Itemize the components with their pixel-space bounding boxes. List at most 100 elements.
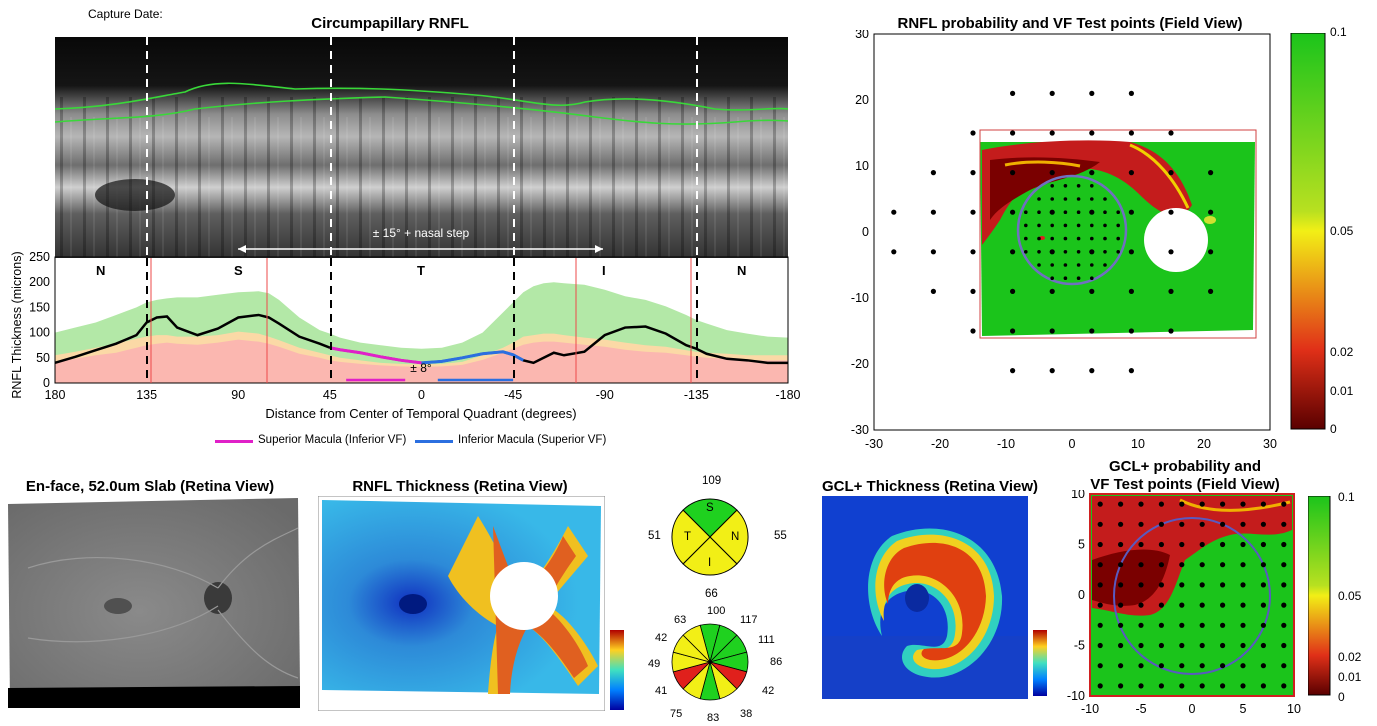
clock-value-8: 41 bbox=[655, 685, 668, 697]
gcl-vf-test-point bbox=[1260, 541, 1266, 548]
vf-test-point bbox=[1010, 249, 1016, 255]
rnfl-cbar-tick-5: 0 bbox=[1330, 422, 1337, 436]
gcl-vf-test-point bbox=[1260, 582, 1266, 588]
vf-test-point bbox=[970, 249, 976, 255]
gcl-vf-test-point bbox=[1138, 582, 1144, 588]
vf-test-point-central bbox=[1050, 276, 1054, 280]
vf-test-point-central bbox=[1037, 236, 1041, 241]
profile-x-tick: 0 bbox=[418, 388, 425, 402]
gcl-thickness-map bbox=[822, 496, 1028, 699]
clock-value-6: 83 bbox=[707, 712, 720, 724]
vf-test-point-central bbox=[1037, 197, 1041, 201]
gcl-vf-test-point bbox=[1118, 663, 1124, 669]
gcl-vf-test-point bbox=[1260, 663, 1266, 669]
rnfl-vf-plot: -30 -20 -10 0 10 20 30 30 20 10 0 -10 -20 -30 bbox=[851, 30, 1277, 451]
vf-test-point-central bbox=[1116, 250, 1120, 254]
vf-test-point-central bbox=[1076, 236, 1081, 241]
rnfl-vf-y-tick: -10 bbox=[851, 291, 869, 305]
gcl-vf-title-line2: VF Test points (Field View) bbox=[1090, 476, 1280, 493]
vf-test-point-central bbox=[1063, 210, 1068, 214]
vf-test-point-central bbox=[1076, 250, 1081, 254]
gcl-cbar-tick-5: 0 bbox=[1338, 690, 1345, 704]
gcl-vf-test-point bbox=[1240, 622, 1246, 628]
gcl-cbar-tick-1: 0.1 bbox=[1338, 490, 1355, 504]
vf-test-point bbox=[930, 170, 936, 176]
vf-test-point-central bbox=[1050, 210, 1054, 214]
oct-bscan-image bbox=[55, 37, 788, 258]
profile-x-tick: 180 bbox=[45, 388, 66, 402]
gcl-vf-test-point bbox=[1281, 562, 1287, 568]
gcl-vf-test-point bbox=[1199, 562, 1205, 568]
gcl-vf-test-point bbox=[1118, 582, 1124, 588]
gcl-vf-test-point bbox=[1220, 602, 1226, 608]
vf-test-point bbox=[970, 328, 976, 334]
gcl-vf-test-point bbox=[1199, 521, 1205, 527]
gcl-vf-test-point bbox=[1097, 683, 1103, 689]
vf-test-point-central bbox=[1090, 236, 1094, 241]
range-annotation: ± 15° + nasal step bbox=[372, 226, 470, 240]
gcl-vf-test-point bbox=[1179, 602, 1185, 608]
gcl-vf-test-point bbox=[1158, 642, 1164, 649]
vf-test-point-central bbox=[1103, 236, 1107, 241]
gcl-vf-y-tick: 10 bbox=[1071, 490, 1085, 501]
profile-x-tick: -45 bbox=[504, 388, 522, 402]
gcl-vf-plot: -10 -5 0 5 10 10 5 0 -5 -10 bbox=[1067, 490, 1301, 716]
gcl-vf-test-point bbox=[1199, 642, 1205, 649]
gcl-cbar-tick-2: 0.05 bbox=[1338, 589, 1362, 603]
gcl-vf-test-point bbox=[1138, 541, 1144, 548]
gcl-vf-test-point bbox=[1240, 642, 1246, 649]
gcl-vf-test-point bbox=[1199, 582, 1205, 588]
gcl-vf-test-point bbox=[1260, 622, 1266, 628]
vf-test-point bbox=[1128, 328, 1134, 334]
vf-test-point-central bbox=[1076, 184, 1081, 188]
gcl-cbar-tick-4: 0.01 bbox=[1338, 670, 1362, 684]
vf-test-point bbox=[1049, 368, 1055, 374]
rnfl-vf-x-tick: 30 bbox=[1263, 437, 1277, 451]
vf-test-point-central bbox=[1063, 263, 1068, 267]
vf-test-point bbox=[1049, 328, 1055, 334]
vf-test-point-central bbox=[1090, 263, 1094, 267]
gcl-vf-y-tick: -5 bbox=[1074, 639, 1085, 653]
profile-x-tick: -90 bbox=[596, 388, 614, 402]
rnfl-vf-y-tick: 30 bbox=[855, 30, 869, 41]
vf-test-point bbox=[970, 170, 976, 176]
gcl-vf-test-point bbox=[1138, 642, 1144, 649]
vf-test-point bbox=[970, 288, 976, 294]
gcl-vf-test-point bbox=[1118, 562, 1124, 568]
rnfl-profile-plot: 180 135 90 45 0 -45 -90 -135 -180 0 50 100 150 200 250 bbox=[29, 250, 800, 402]
quadrant-value-top: 109 bbox=[702, 475, 722, 487]
quadrant-label-n1: N bbox=[96, 263, 106, 278]
quadrant-label-i: I bbox=[602, 263, 606, 278]
profile-x-tick: 45 bbox=[323, 388, 337, 402]
profile-x-tick: -135 bbox=[684, 388, 709, 402]
vf-test-point bbox=[1049, 130, 1055, 136]
clock-value-2: 111 bbox=[758, 634, 775, 646]
gcl-vf-x-tick: -5 bbox=[1135, 702, 1146, 716]
rnfl-map-colorbar bbox=[610, 630, 624, 710]
profile-y-tick: 150 bbox=[29, 300, 50, 314]
clock-value-5: 38 bbox=[740, 708, 753, 720]
gcl-vf-test-point bbox=[1179, 521, 1185, 527]
gcl-vf-test-point bbox=[1118, 501, 1124, 507]
vf-test-point-central bbox=[1037, 210, 1041, 214]
gcl-vf-test-point bbox=[1240, 562, 1246, 568]
gcl-vf-test-point bbox=[1097, 541, 1103, 548]
gcl-vf-test-point bbox=[1158, 602, 1164, 608]
vf-test-point-central bbox=[1050, 236, 1054, 241]
gcl-vf-test-point bbox=[1199, 683, 1205, 689]
superior-macula-segment bbox=[329, 346, 422, 365]
gcl-vf-test-point bbox=[1179, 582, 1185, 588]
gcl-vf-test-point bbox=[1281, 582, 1287, 588]
rnfl-cbar-tick-2: 0.05 bbox=[1330, 224, 1354, 238]
vf-test-point-central bbox=[1090, 184, 1094, 188]
vf-test-point bbox=[1168, 209, 1174, 215]
gcl-vf-test-point bbox=[1260, 683, 1266, 689]
vf-test-point bbox=[1010, 288, 1016, 294]
vf-test-point bbox=[1049, 288, 1055, 294]
clock-value-9: 49 bbox=[648, 658, 661, 670]
gcl-vf-test-point bbox=[1138, 602, 1144, 608]
rnfl-thickness-map bbox=[318, 496, 605, 711]
gcl-vf-test-point bbox=[1118, 602, 1124, 608]
clock-value-11: 63 bbox=[674, 614, 687, 626]
gcl-vf-x-tick: 0 bbox=[1189, 702, 1196, 716]
